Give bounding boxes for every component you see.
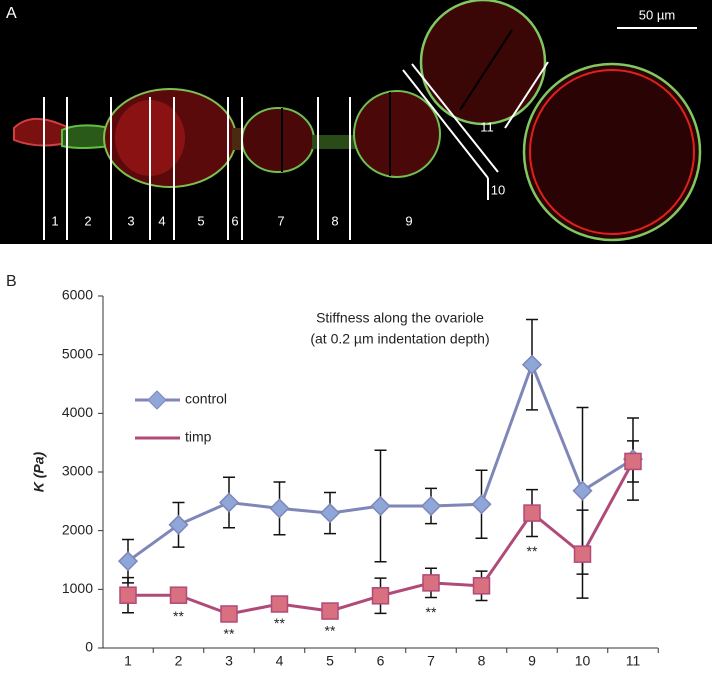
- significance-label: **: [527, 543, 538, 559]
- y-axis-label: K (Pa): [31, 451, 47, 492]
- marker: [521, 354, 543, 375]
- y-tick-label: 0: [85, 639, 93, 655]
- marker: [370, 495, 391, 517]
- marker: [572, 480, 593, 501]
- segment-label: 11: [480, 119, 494, 134]
- x-tick-label: 4: [276, 653, 284, 669]
- x-tick-label: 1: [124, 653, 132, 669]
- segment-label: 5: [197, 213, 204, 228]
- x-tick-label: 6: [377, 653, 385, 669]
- segment-label: 4: [158, 213, 165, 228]
- chamber-9: [353, 90, 441, 178]
- x-tick-label: 10: [575, 653, 591, 669]
- marker: [270, 595, 289, 613]
- significance-label: **: [274, 615, 285, 631]
- section-lines: [43, 27, 697, 240]
- segment-label: 7: [277, 213, 284, 228]
- marker: [624, 452, 642, 471]
- marker: [371, 587, 390, 605]
- chart-title: Stiffness along the ovariole: [316, 310, 484, 326]
- panel-label: B: [6, 273, 17, 290]
- chamber-late: [522, 62, 702, 242]
- marker: [319, 503, 341, 524]
- segment-label: 6: [231, 213, 238, 228]
- segment-label: 9: [405, 213, 412, 228]
- y-tick-label: 2000: [62, 521, 93, 537]
- segment-label: 3: [127, 213, 134, 228]
- segment-label: 2: [84, 213, 91, 228]
- chamber-membrane: [529, 69, 695, 235]
- marker: [472, 577, 491, 595]
- chart-title: (at 0.2 µm indentation depth): [310, 331, 489, 347]
- x-tick-label: 7: [427, 653, 435, 669]
- segment-label: 8: [331, 213, 338, 228]
- marker: [117, 551, 139, 572]
- legend-label: timp: [185, 429, 212, 445]
- legend-marker: [147, 390, 167, 410]
- panel-a-image: [0, 0, 712, 244]
- marker: [523, 504, 541, 522]
- segment-label: 10: [491, 182, 505, 197]
- chamber-2: [61, 124, 111, 149]
- x-tick-label: 11: [626, 653, 641, 669]
- panel-label: A: [6, 5, 17, 22]
- marker: [573, 545, 592, 563]
- chamber-11: [419, 0, 547, 126]
- y-tick-label: 4000: [62, 404, 93, 420]
- y-tick-label: 3000: [62, 463, 93, 479]
- chamber-7: [241, 107, 315, 173]
- legend-label: control: [185, 391, 227, 407]
- x-tick-label: 2: [175, 653, 183, 669]
- marker: [422, 574, 440, 592]
- marker: [269, 498, 290, 519]
- x-tick-label: 8: [478, 653, 486, 669]
- marker: [220, 605, 238, 623]
- scale-bar-label: 50 µm: [639, 7, 675, 22]
- marker: [420, 495, 442, 517]
- marker: [119, 586, 137, 604]
- marker: [168, 514, 189, 535]
- marker: [321, 602, 339, 620]
- significance-label: **: [325, 622, 336, 638]
- significance-label: **: [224, 625, 235, 641]
- significance-label: **: [173, 608, 184, 624]
- marker: [218, 492, 240, 513]
- x-tick-label: 5: [326, 653, 334, 669]
- y-tick-label: 5000: [62, 345, 93, 361]
- marker: [169, 586, 188, 604]
- y-tick-label: 1000: [62, 580, 93, 596]
- x-tick-label: 3: [225, 653, 233, 669]
- cut-line: [459, 29, 513, 111]
- segment-label: 1: [51, 213, 58, 228]
- significance-label: **: [426, 604, 437, 620]
- marker: [471, 494, 492, 515]
- stalk: [312, 135, 357, 149]
- x-tick-label: 9: [528, 653, 536, 669]
- y-tick-label: 6000: [62, 287, 93, 303]
